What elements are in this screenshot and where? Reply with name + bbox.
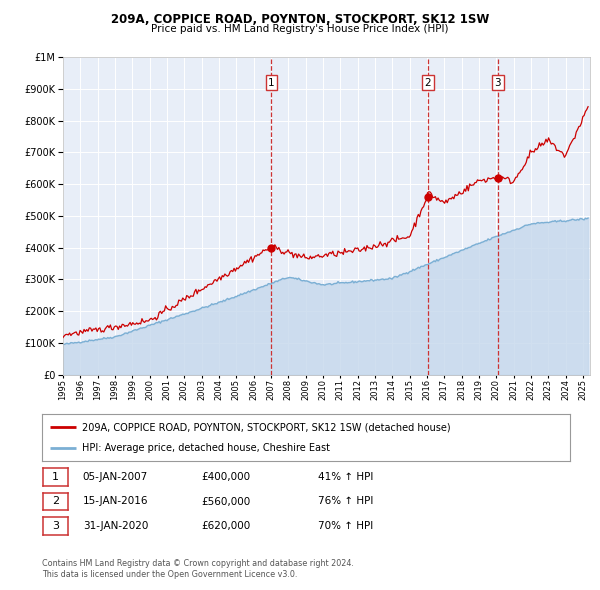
Text: £560,000: £560,000 xyxy=(201,497,250,506)
Text: 2: 2 xyxy=(424,78,431,88)
Text: 15-JAN-2016: 15-JAN-2016 xyxy=(83,497,148,506)
Text: 70% ↑ HPI: 70% ↑ HPI xyxy=(318,522,373,531)
Text: 3: 3 xyxy=(494,78,501,88)
Text: Price paid vs. HM Land Registry's House Price Index (HPI): Price paid vs. HM Land Registry's House … xyxy=(151,24,449,34)
Text: £400,000: £400,000 xyxy=(201,472,250,481)
Text: 3: 3 xyxy=(52,522,59,531)
Text: 05-JAN-2007: 05-JAN-2007 xyxy=(83,472,148,481)
Text: 31-JAN-2020: 31-JAN-2020 xyxy=(83,522,148,531)
Text: £620,000: £620,000 xyxy=(201,522,250,531)
Text: This data is licensed under the Open Government Licence v3.0.: This data is licensed under the Open Gov… xyxy=(42,571,298,579)
Text: Contains HM Land Registry data © Crown copyright and database right 2024.: Contains HM Land Registry data © Crown c… xyxy=(42,559,354,568)
Text: 41% ↑ HPI: 41% ↑ HPI xyxy=(318,472,373,481)
Text: 209A, COPPICE ROAD, POYNTON, STOCKPORT, SK12 1SW (detached house): 209A, COPPICE ROAD, POYNTON, STOCKPORT, … xyxy=(82,422,450,432)
Text: HPI: Average price, detached house, Cheshire East: HPI: Average price, detached house, Ches… xyxy=(82,443,329,453)
Text: 1: 1 xyxy=(268,78,275,88)
Text: 76% ↑ HPI: 76% ↑ HPI xyxy=(318,497,373,506)
Text: 2: 2 xyxy=(52,497,59,506)
Text: 1: 1 xyxy=(52,472,59,481)
Text: 209A, COPPICE ROAD, POYNTON, STOCKPORT, SK12 1SW: 209A, COPPICE ROAD, POYNTON, STOCKPORT, … xyxy=(111,13,489,26)
